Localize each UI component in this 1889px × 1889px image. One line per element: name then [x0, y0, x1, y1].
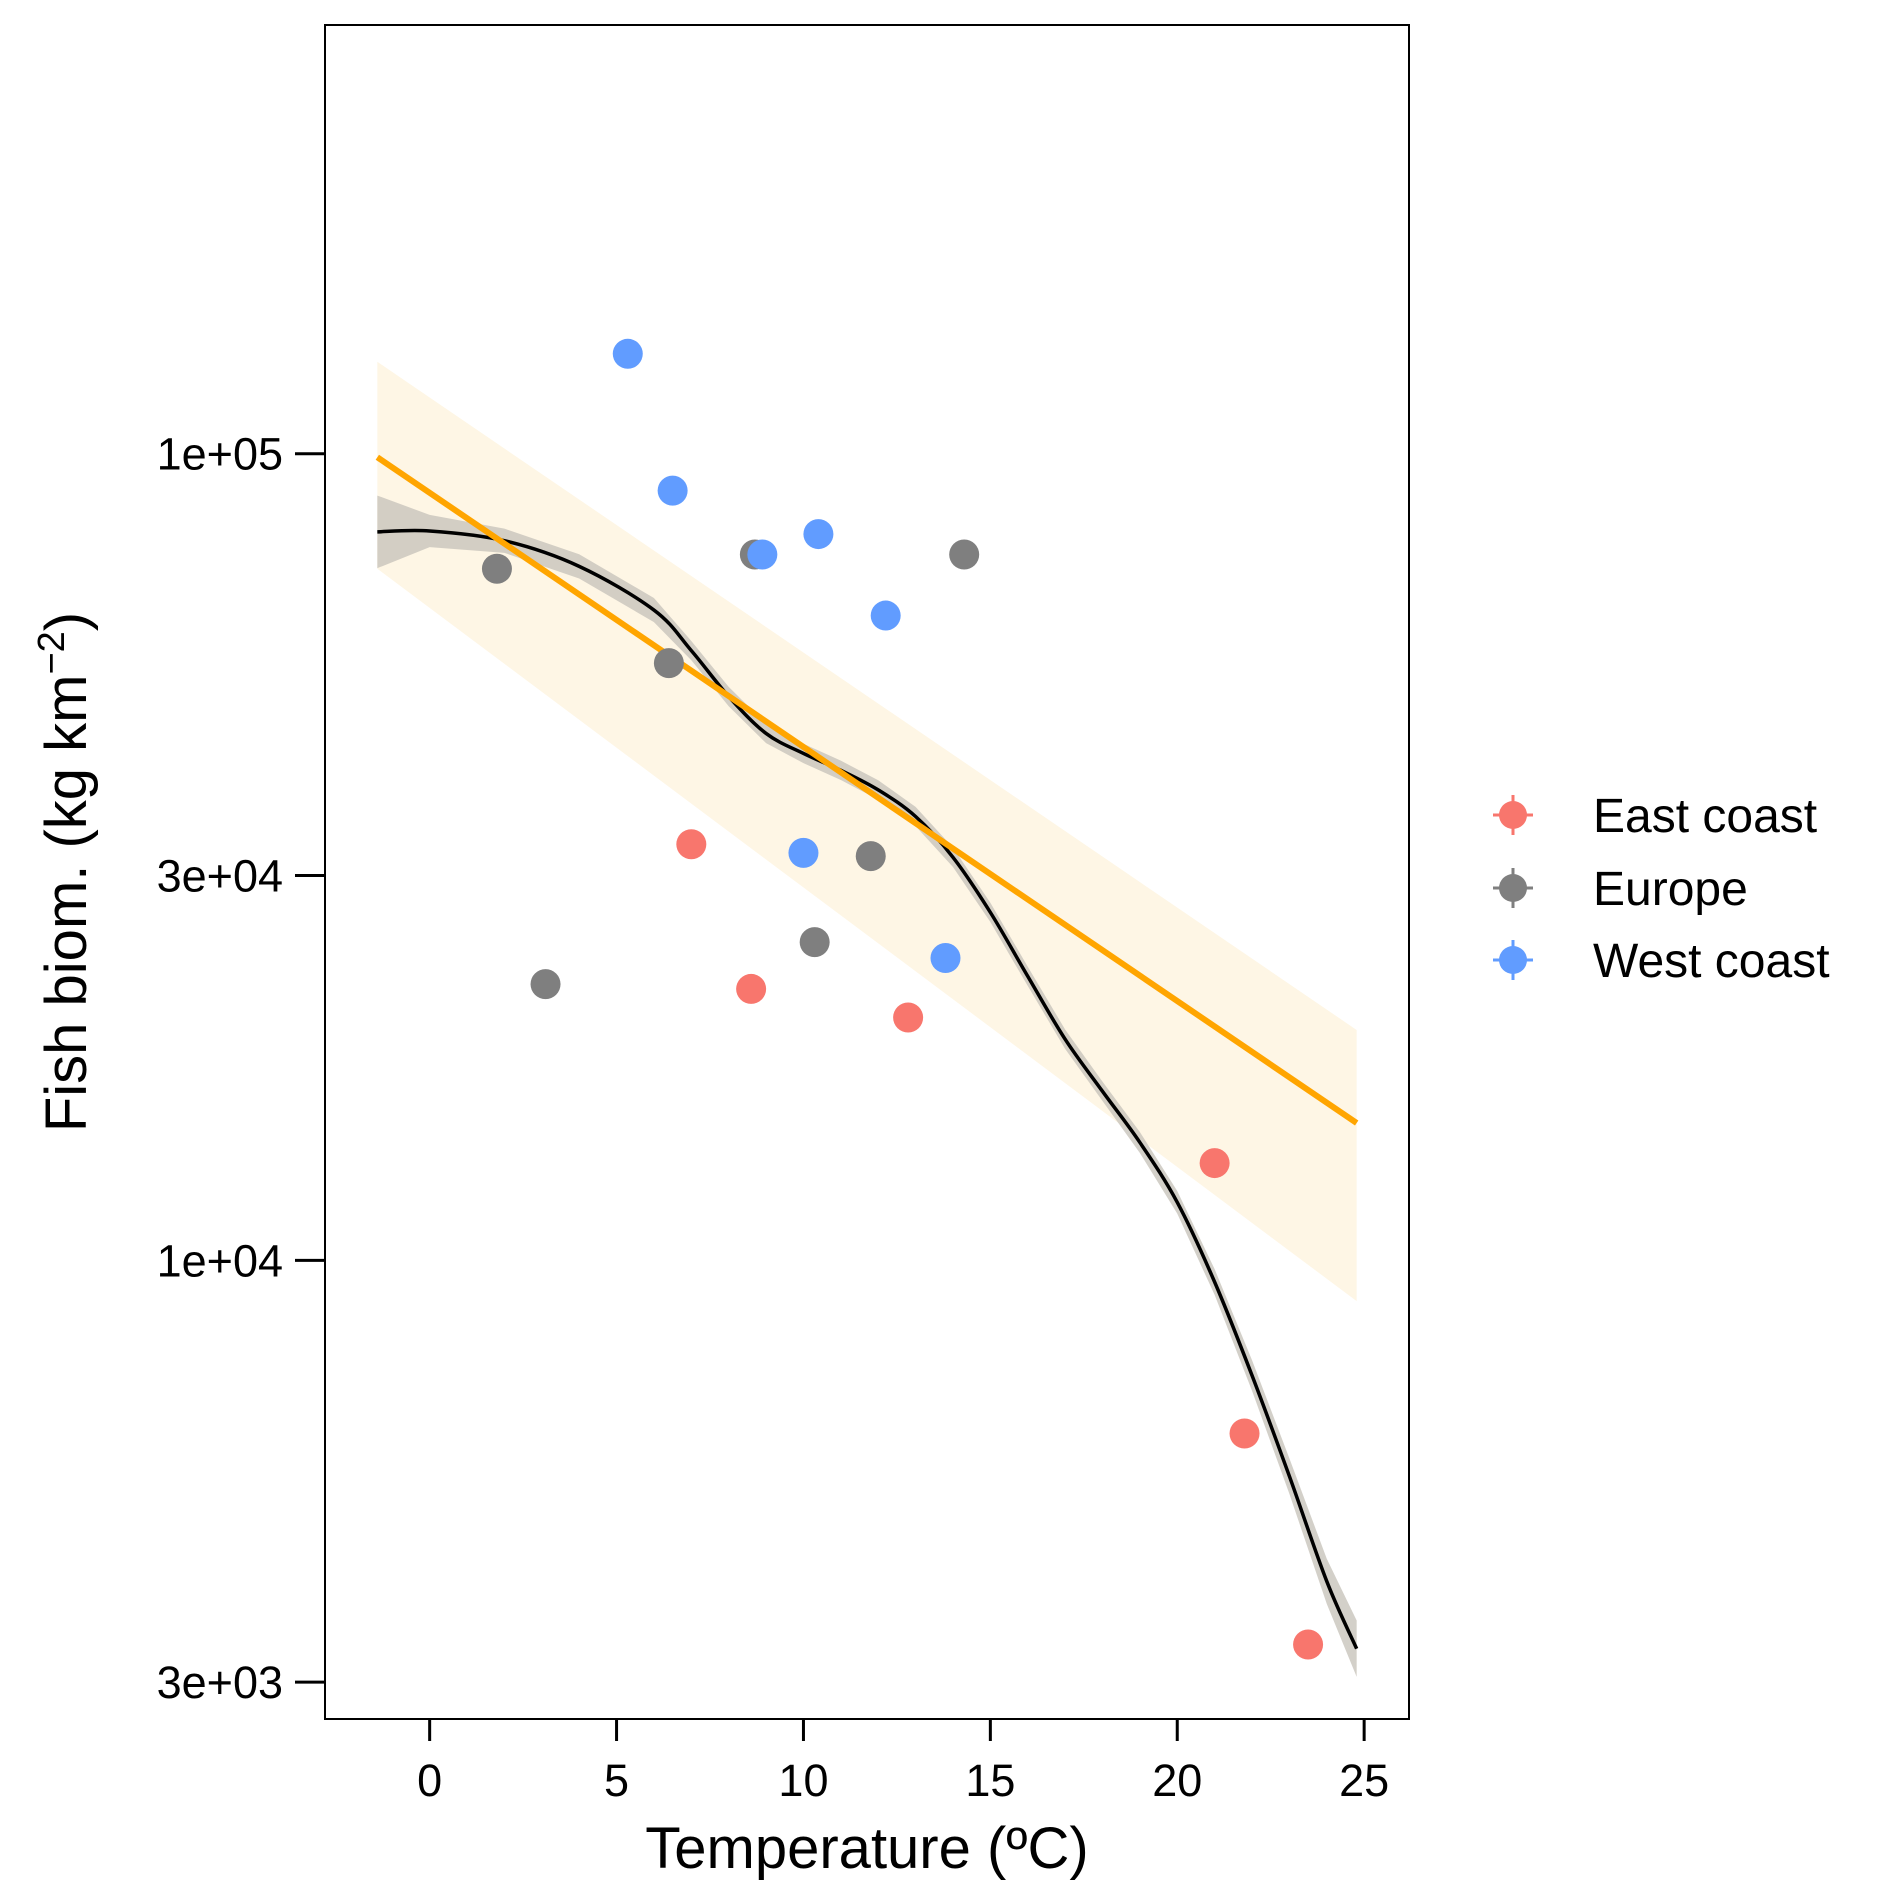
data-point-east-coast — [736, 973, 767, 1004]
data-point-east-coast — [676, 829, 707, 860]
plot-panel-border — [324, 24, 1410, 1720]
y-axis-title-close: ) — [34, 612, 99, 631]
plot-area — [375, 338, 1359, 1677]
y-axis-title-superscript: −2 — [31, 631, 73, 674]
data-point-europe — [481, 553, 512, 584]
legend-label-europe: Europe — [1593, 863, 1748, 916]
series-europe — [481, 539, 980, 1000]
data-point-europe — [949, 539, 980, 570]
data-point-west-coast — [657, 475, 688, 506]
data-point-europe — [799, 927, 830, 958]
legend-key-east-coast — [1499, 801, 1527, 829]
legend-item-europe: Europe — [1493, 863, 1748, 916]
data-point-europe — [855, 841, 886, 872]
data-point-east-coast — [1229, 1418, 1260, 1449]
y-tick-label: 1e+04 — [157, 1235, 283, 1286]
smooth-fit-line — [377, 528, 1359, 1650]
legend-key-west-coast — [1499, 946, 1527, 974]
legend-label-east-coast: East coast — [1593, 790, 1817, 843]
x-tick-label: 0 — [417, 1755, 442, 1806]
x-tick-label: 15 — [965, 1755, 1015, 1806]
legend: East coast Europe West coast — [1493, 790, 1830, 988]
legend-item-west-coast: West coast — [1493, 935, 1830, 988]
x-axis-title: Temperature (ºC) — [645, 1816, 1088, 1881]
data-point-east-coast — [1293, 1629, 1324, 1660]
y-tick-label: 1e+05 — [157, 429, 283, 480]
linear-fit-line — [375, 454, 1359, 1126]
data-point-east-coast — [1199, 1148, 1230, 1179]
series-west-coast — [612, 338, 961, 974]
y-tick-label: 3e+04 — [157, 850, 283, 901]
legend-key-europe — [1499, 874, 1527, 902]
x-tick-label: 20 — [1152, 1755, 1202, 1806]
data-point-west-coast — [803, 519, 834, 550]
x-axis: 0 5 10 15 20 25 — [417, 1719, 1389, 1806]
data-point-europe — [530, 969, 561, 1000]
y-axis-title-main: Fish biom. (kg km — [34, 675, 99, 1133]
legend-label-west-coast: West coast — [1593, 935, 1830, 988]
data-point-west-coast — [612, 338, 643, 369]
data-point-west-coast — [788, 837, 819, 868]
y-axis-title: Fish biom. (kg km−2) — [31, 612, 99, 1132]
data-point-west-coast — [930, 943, 961, 974]
data-point-west-coast — [870, 600, 901, 631]
data-point-east-coast — [893, 1002, 924, 1033]
x-tick-label: 25 — [1339, 1755, 1389, 1806]
data-point-europe — [653, 648, 684, 679]
legend-item-east-coast: East coast — [1493, 790, 1817, 843]
y-axis: 1e+05 3e+04 1e+04 3e+03 — [157, 429, 325, 1708]
series-east-coast — [676, 829, 1324, 1660]
y-tick-label: 3e+03 — [157, 1657, 283, 1708]
x-tick-label: 5 — [604, 1755, 629, 1806]
data-point-west-coast — [747, 539, 778, 570]
x-tick-label: 10 — [778, 1755, 828, 1806]
